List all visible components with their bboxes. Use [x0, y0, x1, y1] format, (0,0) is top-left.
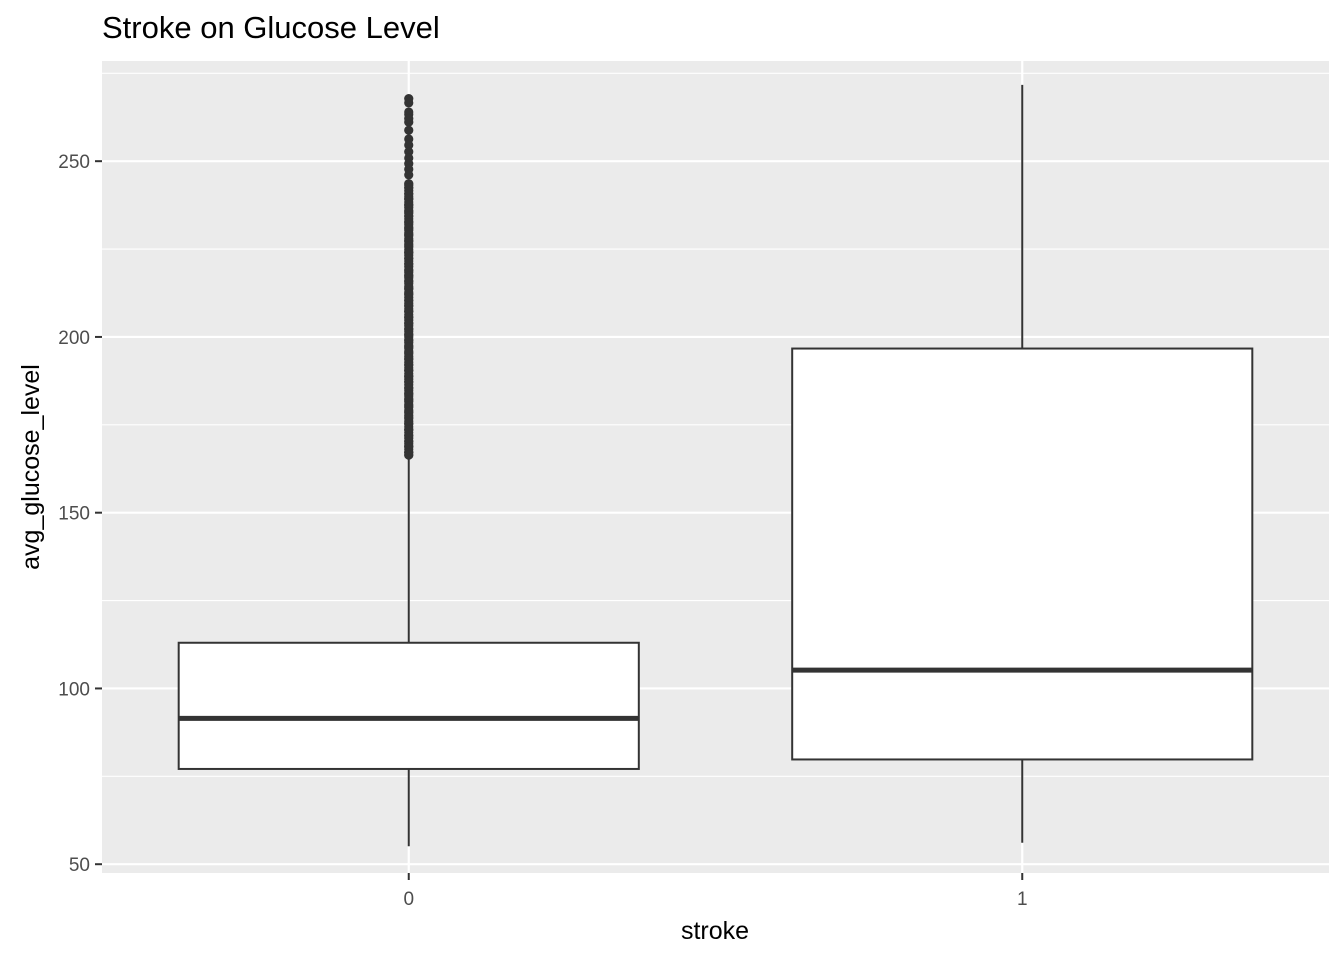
- outlier-point: [404, 277, 414, 287]
- outlier-point: [404, 418, 414, 429]
- outlier-point: [404, 170, 414, 180]
- outlier-point: [404, 259, 414, 269]
- outlier-point: [404, 347, 414, 358]
- outlier-point: [404, 140, 414, 150]
- outlier-point: [404, 450, 414, 460]
- y-tick-label: 150: [58, 504, 90, 525]
- outlier-point: [404, 200, 414, 210]
- outlier-point: [404, 194, 414, 204]
- outlier-point: [404, 289, 414, 299]
- outlier-point: [404, 211, 414, 221]
- outlier-point: [404, 147, 414, 157]
- box-0: [177, 94, 640, 847]
- outlier-point: [404, 125, 414, 135]
- y-tick-label: 250: [58, 152, 90, 173]
- chart-title: Stroke on Glucose Level: [102, 10, 440, 45]
- outlier-point: [404, 182, 414, 193]
- y-tick-label: 100: [58, 679, 90, 700]
- outlier-point: [404, 114, 414, 124]
- x-axis-title: stroke: [681, 917, 749, 945]
- x-tick-label: 0: [403, 889, 414, 910]
- y-tick-label: 200: [58, 328, 90, 349]
- boxes: [177, 84, 1254, 847]
- outlier-point: [404, 107, 414, 117]
- y-axis-title: avg_glucose_level: [17, 364, 45, 570]
- outlier-point: [404, 312, 414, 322]
- outlier-point: [404, 241, 414, 251]
- outlier-point: [404, 98, 414, 108]
- box-body: [791, 347, 1254, 761]
- box-1: [791, 84, 1254, 843]
- axes: 50 100 150 200 250 0 1: [58, 152, 1027, 910]
- outlier-point: [404, 377, 414, 387]
- x-tick-label: 1: [1017, 889, 1028, 910]
- outlier-point: [404, 223, 414, 233]
- box-body: [177, 641, 640, 770]
- outlier-point: [404, 247, 414, 257]
- y-tick-label: 50: [69, 855, 90, 876]
